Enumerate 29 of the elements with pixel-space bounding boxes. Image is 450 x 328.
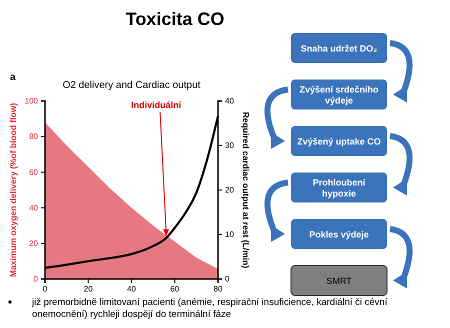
y2-tick-label: 0: [225, 274, 230, 284]
y-tick-label: 60: [29, 168, 39, 177]
category-label: Zvýšený uptake CO: [297, 136, 381, 146]
y-tick-label: 80: [29, 132, 39, 142]
y2-tick-label: 30: [225, 141, 234, 150]
x-tick-label: 20: [84, 284, 94, 294]
x-tick-label: 60: [170, 284, 180, 294]
category-label: SMRT: [326, 276, 352, 286]
category-label: Pokles výdeje: [309, 230, 369, 240]
y-tick-label: 40: [29, 203, 39, 212]
y2-tick-label: 40: [225, 96, 234, 106]
category-label: Snaha udržet DO₂: [300, 44, 378, 54]
y-axis-title: Maximum oxygen delivery (%of blood flow): [8, 102, 18, 278]
text: již premorbidně limitovaní pacienti (anémie, respirační insuficience, kardiální či cévní onemocnění) rychleji dospějí do terminální fáze: [31, 297, 388, 320]
x-tick-label: 0: [42, 284, 48, 294]
category-label: Prohloubení hypoxie: [312, 178, 366, 198]
annotation: Individuální: [131, 100, 182, 110]
y-tick-label: 0: [34, 274, 39, 284]
x-tick-label: 40: [127, 284, 136, 294]
chart-title: O2 delivery and Cardiac output: [62, 80, 201, 91]
text: a: [10, 72, 16, 83]
text: Toxicita CO: [126, 9, 224, 29]
x-tick-label: 80: [214, 284, 223, 294]
y2-tick-label: 10: [225, 230, 234, 240]
y-tick-label: 100: [24, 96, 39, 106]
y2-axis-title: Required cardiac output at rest (L/min): [241, 112, 251, 268]
category-label: Zvýšení srdečního výdeje: [299, 84, 380, 106]
y2-tick-label: 20: [225, 186, 234, 195]
y-tick-label: 20: [29, 238, 39, 248]
